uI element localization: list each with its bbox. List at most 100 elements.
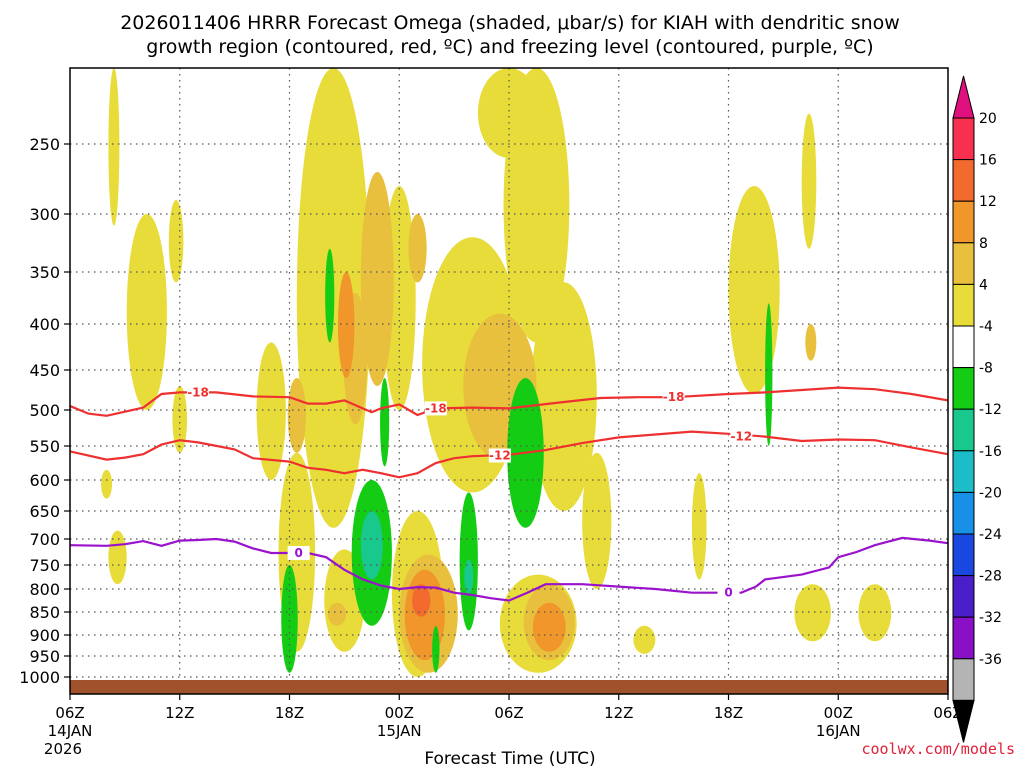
x-tick-label: 06Z <box>494 704 523 722</box>
y-tick-label: 650 <box>29 502 60 521</box>
y-tick-label: 850 <box>29 603 60 622</box>
x-tick-label: 18Z <box>275 704 304 722</box>
colorbar-label: -36 <box>979 652 1002 668</box>
colorbar-swatch <box>952 616 975 660</box>
omega-shading-layer <box>101 68 892 677</box>
contour-label-bg <box>717 585 740 600</box>
chart-title-line-2: growth region (contoured, red, ºC) and f… <box>146 36 873 58</box>
contour-label-bg <box>730 429 753 444</box>
omega-region-4 <box>108 530 127 585</box>
colorbar-label: -32 <box>979 610 1002 626</box>
x-date-label: 14JAN <box>48 722 93 740</box>
credit-text: coolwx.com/models <box>861 740 1015 758</box>
colorbar-swatch <box>952 159 975 202</box>
colorbar-swatch <box>952 283 975 327</box>
omega-region-4 <box>108 68 120 226</box>
contour-label-bg <box>488 448 511 463</box>
contour-label: 0 <box>724 586 732 600</box>
omega-region-8 <box>360 172 394 386</box>
y-tick-label: 500 <box>29 401 60 420</box>
y-tick-label: 300 <box>29 205 60 224</box>
omega-region-4 <box>794 584 831 642</box>
contour-label: -18 <box>663 390 685 404</box>
gridlines <box>70 68 948 694</box>
colorbar-label: -8 <box>979 361 993 377</box>
omega-region-8 <box>408 214 427 283</box>
contour-line-0 <box>70 536 948 602</box>
omega-region-4 <box>256 342 286 481</box>
x-tick-label: 18Z <box>714 704 743 722</box>
omega-region-4 <box>582 452 612 589</box>
colorbar-swatch <box>952 367 975 410</box>
contour-label: -12 <box>730 430 752 444</box>
plot-area: -18 -18 -18 -12 -12 0 0 <box>69 67 949 695</box>
contour-label-bg <box>662 390 685 405</box>
omega-region-8 <box>805 324 817 361</box>
contour-layer: -18 -18 -18 -12 -12 0 0 <box>70 385 948 602</box>
omega-region-8 <box>287 378 306 453</box>
x-tick-label: 00Z <box>385 704 414 722</box>
omega-region-4 <box>101 469 113 499</box>
contour-label: -12 <box>489 449 511 463</box>
omega-region-neg4 <box>325 248 335 343</box>
y-tick-label: 950 <box>29 647 60 666</box>
y-tick-label: 600 <box>29 471 60 490</box>
contour-label-bg <box>424 401 447 416</box>
colorbar-label: -24 <box>979 527 1002 543</box>
x-tick-label: 00Z <box>824 704 853 722</box>
omega-region-4 <box>503 68 570 343</box>
omega-region-4 <box>172 386 188 453</box>
x-tick-label: 06Z <box>55 704 84 722</box>
colorbar-label: 16 <box>979 153 997 169</box>
y-tick-label: 450 <box>29 361 60 380</box>
omega-region-4 <box>168 200 184 283</box>
terrain-ground <box>70 680 948 694</box>
x-axis-title: Forecast Time (UTC) <box>424 749 595 768</box>
omega-region-16 <box>412 584 431 617</box>
contour-label: -18 <box>187 385 209 399</box>
y-tick-label: 750 <box>29 556 60 575</box>
omega-region-12 <box>532 602 566 652</box>
contour-label: 0 <box>294 546 302 560</box>
colorbar-swatch <box>952 533 975 577</box>
omega-region-4 <box>530 282 597 512</box>
omega-region-4 <box>801 113 817 249</box>
omega-region-neg8 <box>360 511 383 580</box>
colorbar-swatch <box>952 242 975 285</box>
contour-line-neg18 <box>70 386 948 417</box>
colorbar-label: 8 <box>979 236 988 252</box>
contour-line-neg12 <box>70 430 948 479</box>
y-tick-label: 700 <box>29 530 60 549</box>
chart-title-line-1: 2026011406 HRRR Forecast Omega (shaded, … <box>120 12 900 34</box>
colorbar-swatch <box>952 658 975 701</box>
omega-region-neg4 <box>432 625 440 673</box>
colorbar-label: 20 <box>979 111 997 127</box>
y-tick-label: 1000 <box>19 668 60 687</box>
y-tick-label: 250 <box>29 135 60 154</box>
colorbar-label: -16 <box>979 444 1002 460</box>
omega-region-neg4 <box>765 303 773 446</box>
omega-region-neg4 <box>281 565 298 673</box>
omega-region-neg8 <box>464 559 474 594</box>
x-date-label: 15JAN <box>377 722 422 740</box>
colorbar-label: -12 <box>979 402 1002 418</box>
omega-region-4 <box>691 473 707 580</box>
colorbar-label: -4 <box>979 319 993 335</box>
colorbar-label: 4 <box>979 277 988 293</box>
y-axis: 250 300 350 400 450 500 550 600 650 700 750 800 850 9… <box>19 135 70 687</box>
colorbar-swatch <box>952 200 975 244</box>
colorbar-swatch <box>952 491 975 535</box>
contour-label-bg <box>287 546 310 561</box>
omega-region-neg4 <box>380 378 390 467</box>
colorbar: 20 16 12 8 4 -4 -8 -12 -16 -20 -24 -28 -32 -36 <box>952 75 1002 743</box>
x-tick-label: 12Z <box>165 704 194 722</box>
omega-region-4 <box>633 625 656 654</box>
y-tick-label: 350 <box>29 263 60 282</box>
y-tick-label: 800 <box>29 580 60 599</box>
colorbar-top-arrow <box>952 75 975 119</box>
colorbar-bottom-arrow <box>952 699 975 743</box>
contour-label-bg <box>187 385 210 400</box>
colorbar-swatch <box>952 117 975 161</box>
